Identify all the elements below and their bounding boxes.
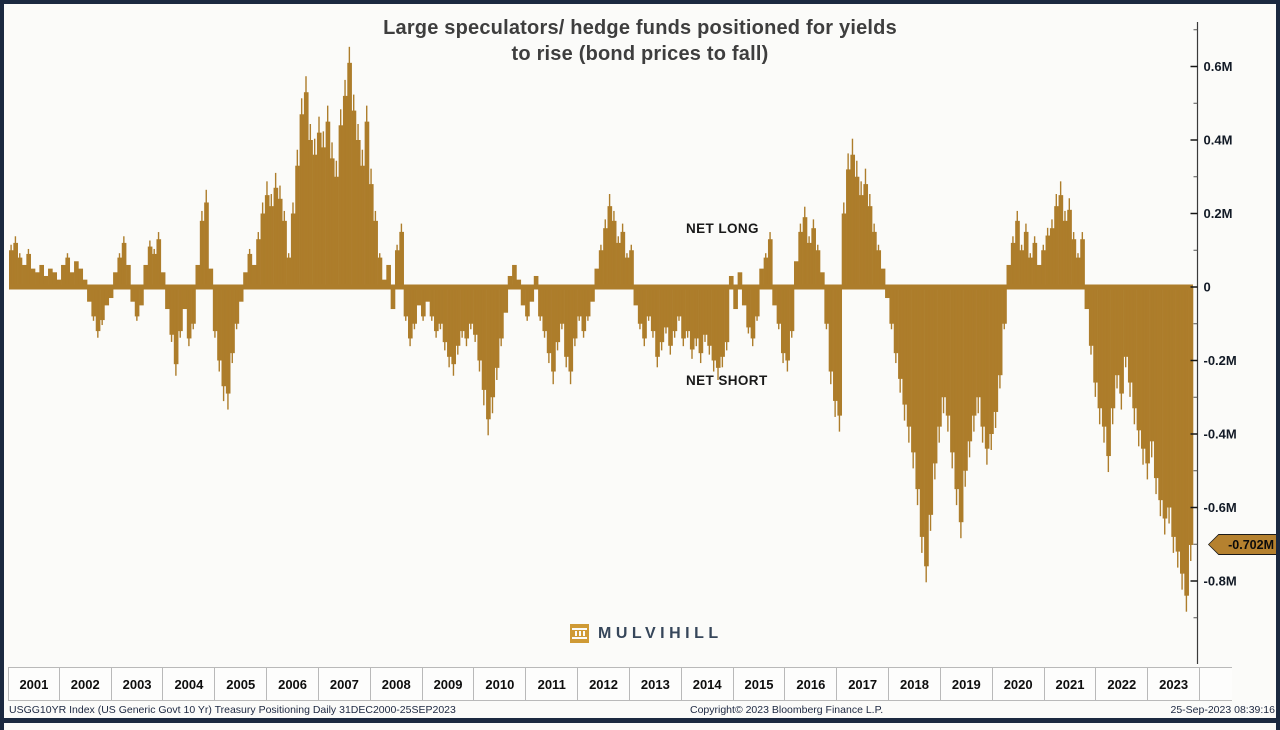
year-label: 2015 (734, 668, 786, 700)
year-label: 2010 (474, 668, 527, 700)
year-label: 2004 (163, 668, 216, 700)
year-label: 2007 (319, 668, 371, 700)
year-label: 2017 (837, 668, 890, 700)
bottom-divider-rule (0, 718, 1280, 723)
year-label: 2009 (423, 668, 475, 700)
year-label: 2008 (371, 668, 423, 700)
year-label: 2005 (215, 668, 268, 700)
year-band-filler (1200, 668, 1232, 700)
year-label: 2003 (112, 668, 164, 700)
year-label: 2016 (785, 668, 838, 700)
zero-line (9, 284, 1193, 290)
x-axis-year-band: 2001 2002 2003 2004 2005 2006 2007 2008 2009 2010… (8, 667, 1232, 701)
last-value-tag: -0.702M (1208, 534, 1278, 555)
mulvihill-logo-text: MULVIHILL (598, 624, 723, 642)
year-label: 2014 (682, 668, 734, 700)
year-label: 2018 (889, 668, 941, 700)
y-tick-label: 0.4M (1204, 133, 1233, 148)
mulvihill-logo: MULVIHILL (570, 624, 723, 643)
year-label: 2001 (8, 668, 60, 700)
footer-ticker-text: USGG10YR Index (US Generic Govt 10 Yr) T… (9, 704, 456, 716)
year-label: 2022 (1096, 668, 1149, 700)
year-label: 2011 (526, 668, 579, 700)
chart-title-line1: Large speculators/ hedge funds positione… (383, 17, 897, 39)
annotation-net-short: NET SHORT (686, 373, 768, 388)
y-tick-label: -0.4M (1204, 427, 1237, 442)
y-tick-label: 0.6M (1204, 59, 1233, 74)
y-tick-label: -0.6M (1204, 500, 1237, 515)
year-label: 2021 (1045, 668, 1097, 700)
chart-title-line2: to rise (bond prices to fall) (511, 43, 769, 65)
y-tick-label: 0.2M (1204, 206, 1233, 221)
year-label: 2020 (993, 668, 1045, 700)
year-label: 2002 (60, 668, 112, 700)
y-tick-label: -0.2M (1204, 353, 1237, 368)
y-tick-label: 0 (1204, 280, 1211, 295)
footer-copyright-text: Copyright© 2023 Bloomberg Finance L.P. (690, 704, 884, 716)
year-label: 2013 (630, 668, 682, 700)
year-label: 2023 (1148, 668, 1201, 700)
footer-strip: USGG10YR Index (US Generic Govt 10 Yr) T… (0, 703, 1280, 718)
y-tick-label: -0.8M (1204, 574, 1237, 589)
chart-title: Large speculators/ hedge funds positione… (0, 15, 1280, 67)
last-value-label: -0.702M (1209, 535, 1278, 554)
footer-timestamp-text: 25-Sep-2023 08:39:16 (1170, 704, 1275, 716)
year-label: 2012 (578, 668, 630, 700)
year-label: 2019 (941, 668, 993, 700)
year-label: 2006 (267, 668, 319, 700)
annotation-net-long: NET LONG (686, 221, 759, 236)
column-icon (570, 624, 589, 643)
